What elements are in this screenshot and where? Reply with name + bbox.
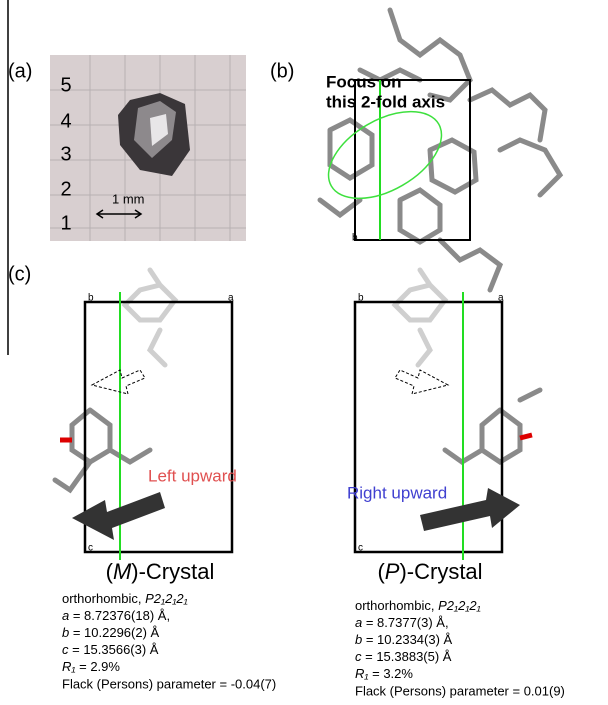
param-line: orthorhombic, P2₁2₁2₁ (62, 591, 188, 606)
param-text: = 3.2% (369, 666, 414, 681)
param-line: R₁ = 3.2% (355, 666, 413, 681)
param-line: R₁ = 2.9% (62, 659, 120, 674)
axis-label: c (358, 543, 363, 554)
param-text: = 15.3566(3) Å (69, 642, 159, 657)
param-symbol: R₁ (62, 659, 76, 674)
param-line: c = 15.3566(3) Å (62, 642, 159, 657)
dashed-arrow (92, 370, 145, 394)
dashed-arrow (395, 370, 448, 394)
param-symbol: a (355, 615, 362, 630)
param-line: b = 10.2296(2) Å (62, 625, 160, 640)
annotation-line: Focus on (326, 72, 402, 91)
crystal-name: (M)-Crystal (106, 559, 215, 584)
param-line: Flack (Persons) parameter = 0.01(9) (355, 683, 565, 698)
panel-label: (a) (8, 60, 32, 82)
param-text: orthorhombic, (62, 591, 145, 606)
axis-label: a (498, 293, 504, 304)
param-line: c = 15.3883(5) Å (355, 649, 452, 664)
axis-label: c (88, 543, 93, 554)
param-text: orthorhombic, (355, 598, 438, 613)
param-text: = 15.3883(5) Å (362, 649, 452, 664)
annotation-line: this 2-fold axis (326, 92, 445, 111)
param-text: = 8.72376(18) Å, (69, 608, 170, 623)
scale-label: 1 mm (112, 191, 145, 206)
param-symbol: b (355, 632, 362, 647)
figure: (a) 5 4 3 2 1 1 mm (b) (0, 0, 608, 705)
annotation: Focus on this 2-fold axis (326, 72, 445, 111)
name-part: )-Crystal (399, 559, 482, 584)
focus-ellipse (314, 94, 456, 217)
ruler-label: 3 (60, 143, 71, 165)
direction-label: Right upward (347, 483, 447, 502)
molecules-right (395, 270, 540, 462)
ruler-label: 1 (60, 212, 71, 234)
name-part: M (113, 559, 132, 584)
param-text: = 8.7377(3) Å, (362, 615, 448, 630)
param-line: a = 8.7377(3) Å, (355, 615, 449, 630)
param-text: P2₁2₁2₁ (145, 591, 188, 606)
param-text: = 10.2296(2) Å (69, 625, 159, 640)
crystal-photo (50, 55, 246, 241)
axis-label: b (88, 293, 94, 304)
axis-label: b (358, 293, 364, 304)
param-text: = 10.2334(3) Å (362, 632, 452, 647)
param-symbol: b (62, 625, 69, 640)
param-text: = 2.9% (76, 659, 121, 674)
param-line: Flack (Persons) parameter = -0.04(7) (62, 676, 276, 691)
param-line: a = 8.72376(18) Å, (62, 608, 170, 623)
axis-label: a (228, 293, 234, 304)
ruler-label: 2 (60, 178, 71, 200)
ruler-label: 4 (60, 110, 71, 132)
panel-label: (b) (270, 60, 294, 82)
crystal-name: (P)-Crystal (377, 559, 482, 584)
ruler-label: 5 (60, 74, 71, 96)
param-line: b = 10.2334(3) Å (355, 632, 453, 647)
name-part: P (385, 559, 400, 584)
direction-label: Left upward (148, 466, 237, 485)
param-symbol: a (62, 608, 69, 623)
panel-label: (c) (8, 263, 31, 285)
param-text: P2₁2₁2₁ (438, 598, 481, 613)
param-symbol: R₁ (355, 666, 369, 681)
axis-label: b (352, 233, 358, 244)
param-line: orthorhombic, P2₁2₁2₁ (355, 598, 481, 613)
name-part: )-Crystal (131, 559, 214, 584)
